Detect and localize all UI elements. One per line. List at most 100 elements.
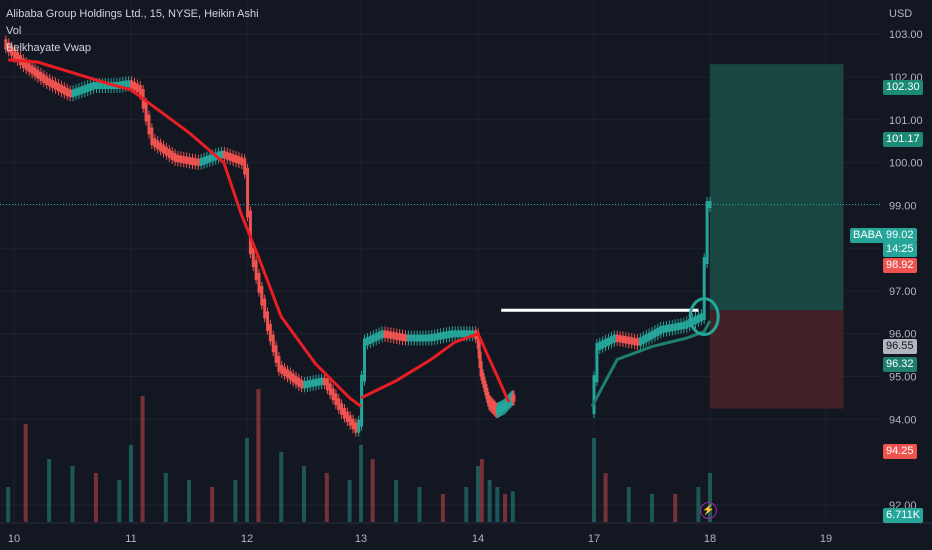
candle xyxy=(365,337,369,346)
candle xyxy=(601,340,605,349)
candle xyxy=(42,74,46,84)
candle xyxy=(89,83,93,91)
candle xyxy=(627,336,631,345)
volume-bar xyxy=(479,459,484,522)
candle xyxy=(650,330,654,340)
candle xyxy=(170,151,174,161)
candle xyxy=(100,82,104,89)
candle xyxy=(371,334,375,343)
candle xyxy=(71,89,75,98)
candle xyxy=(337,398,341,411)
volume-bar xyxy=(256,389,261,522)
candle xyxy=(74,88,78,97)
lightning-icon[interactable]: ⚡ xyxy=(700,502,717,519)
candle xyxy=(222,150,226,159)
candle xyxy=(456,330,460,338)
candle xyxy=(283,367,287,377)
candle xyxy=(691,317,695,326)
candle xyxy=(398,333,402,341)
candle xyxy=(308,379,312,388)
symbol-title: Alibaba Group Holdings Ltd., 15, NYSE, H… xyxy=(6,8,259,20)
candle xyxy=(179,155,183,163)
volume-bar xyxy=(708,473,712,522)
candle xyxy=(328,383,332,396)
candle xyxy=(68,89,72,98)
candle xyxy=(121,80,125,89)
candle xyxy=(479,361,483,377)
volume-bar xyxy=(650,494,654,522)
candle xyxy=(478,351,482,368)
volume-bar xyxy=(23,424,28,522)
candle xyxy=(679,322,683,330)
candle xyxy=(636,338,639,346)
candle xyxy=(27,63,31,73)
candle xyxy=(638,337,642,346)
candle xyxy=(368,335,372,345)
candle xyxy=(208,154,212,163)
candle xyxy=(164,146,168,156)
candle xyxy=(251,247,255,267)
candle xyxy=(334,393,338,406)
candle xyxy=(94,82,98,89)
candle xyxy=(225,151,229,160)
volume-bar xyxy=(70,466,75,522)
candle xyxy=(702,257,706,321)
vwap-indicator-label[interactable]: Belkhayate Vwap xyxy=(6,42,91,54)
candle xyxy=(609,336,613,345)
candle xyxy=(305,380,309,388)
candle xyxy=(33,67,37,77)
candle xyxy=(130,80,134,89)
entry-tag: 96.55 xyxy=(883,339,917,354)
candle xyxy=(294,375,298,385)
candle xyxy=(604,338,608,348)
x-tick-label: 18 xyxy=(704,533,716,545)
candle xyxy=(670,323,674,332)
y-tick-label: 95.00 xyxy=(889,372,917,384)
candle xyxy=(300,379,304,389)
volume-bar xyxy=(673,494,678,522)
prev-close-tag: 98.92 xyxy=(883,258,917,273)
candle xyxy=(62,86,66,95)
candle xyxy=(450,330,454,338)
candle xyxy=(10,45,14,56)
volume-indicator-label[interactable]: Vol xyxy=(6,25,22,37)
candle xyxy=(644,334,648,343)
candle xyxy=(403,334,407,342)
candle xyxy=(659,326,663,335)
candle xyxy=(16,51,20,62)
candle xyxy=(427,334,431,342)
candle xyxy=(383,330,387,338)
candle xyxy=(45,76,49,86)
volume-bar xyxy=(696,487,701,522)
candle xyxy=(345,411,349,423)
candle xyxy=(59,84,63,94)
candle xyxy=(83,85,87,94)
candle xyxy=(618,335,622,343)
volume-bar xyxy=(347,480,352,522)
candle xyxy=(409,334,413,342)
candle xyxy=(263,298,267,319)
volume-bar xyxy=(394,480,399,522)
candle xyxy=(193,158,197,166)
candle xyxy=(323,377,327,386)
candle xyxy=(665,324,668,333)
vwap-line-3 xyxy=(590,320,712,408)
candle xyxy=(106,82,110,89)
candle xyxy=(21,58,25,69)
candle xyxy=(288,371,292,381)
candle xyxy=(246,167,250,218)
x-tick-label: 11 xyxy=(125,533,136,545)
volume-bar xyxy=(503,494,508,522)
candle xyxy=(65,87,69,97)
candle xyxy=(395,332,399,340)
candle xyxy=(156,140,160,150)
x-tick-label: 10 xyxy=(8,533,20,545)
candle xyxy=(185,156,189,164)
candle xyxy=(468,330,472,338)
volume-bar xyxy=(47,459,52,522)
x-tick-label: 19 xyxy=(820,533,832,545)
candle xyxy=(699,313,703,322)
candle xyxy=(694,316,697,325)
candle xyxy=(24,61,28,71)
